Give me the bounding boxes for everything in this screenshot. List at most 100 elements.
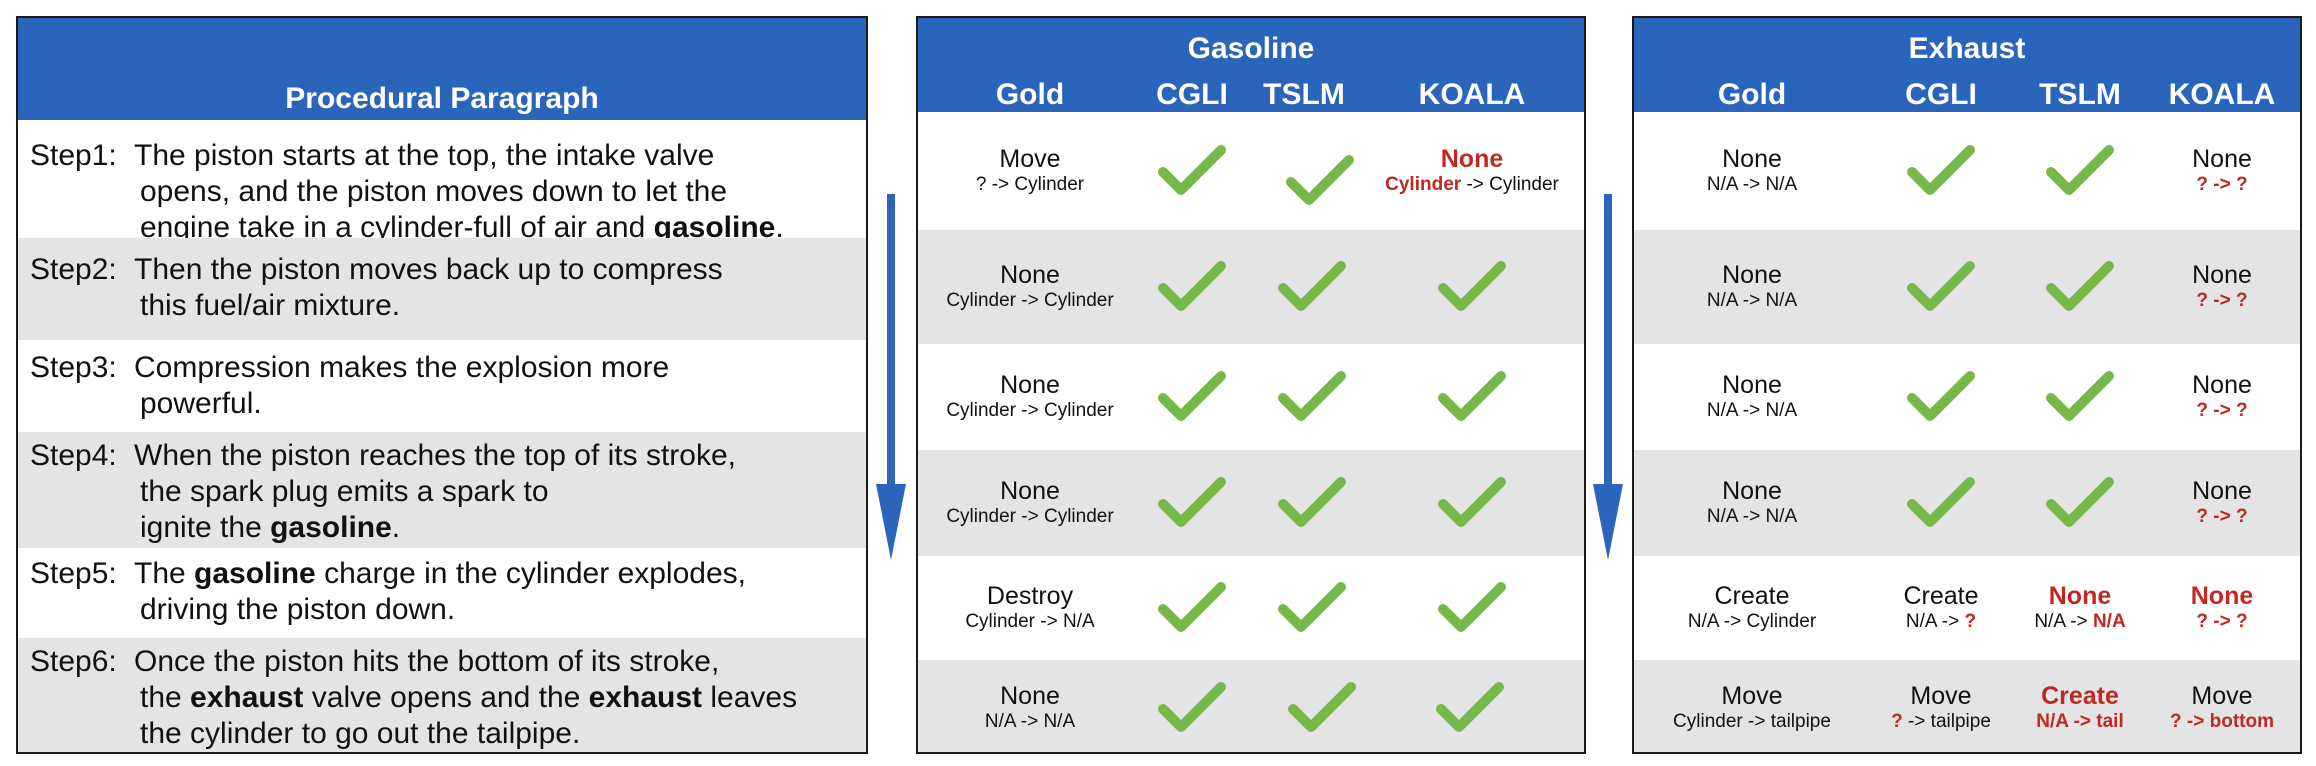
step-line: Once the piston hits the bottom of its s…: [134, 645, 720, 678]
cell-transition: N/A -> N/A: [1706, 174, 1798, 195]
cell-transition: N/A -> N/A: [1706, 290, 1798, 311]
cell-koala: None? -> ?: [2192, 261, 2252, 313]
cell-transition: Cylinder -> tailpipe: [1673, 711, 1831, 732]
cell-gold: None N/A -> N/A: [1707, 371, 1797, 423]
cell-state: Move: [2191, 682, 2253, 710]
cell-koala: None? -> ?: [2191, 582, 2254, 634]
cell-state: Create: [1714, 582, 1790, 610]
cell-gold: Create N/A -> Cylinder: [1688, 582, 1816, 634]
cell-transition: ? -> ?: [2196, 611, 2248, 632]
down-arrow-icon: [1593, 194, 1623, 560]
cell-transition: ? -> tailpipe: [1891, 711, 1991, 732]
step-line: ignite the gasoline.: [140, 511, 401, 544]
table-row: None Cylinder -> Cylinder: [918, 450, 1584, 556]
table-row: Create N/A -> Cylinder Create N/A -> ? None N…: [1634, 556, 2300, 660]
check-icon: [1157, 368, 1227, 426]
step-line: When the piston reaches the top of its s…: [134, 439, 736, 472]
step-2: Step2: Then the piston moves back up to c…: [18, 238, 866, 340]
check-icon: [1906, 474, 1976, 532]
cell-transition: ? -> ?: [2196, 290, 2248, 311]
cell-transition: N/A -> Cylinder: [1687, 611, 1817, 632]
check-icon: [1906, 258, 1976, 316]
cell-state: None: [1722, 477, 1782, 505]
step-line: this fuel/air mixture.: [140, 289, 401, 322]
column-header-koala: KOALA: [2168, 78, 2276, 111]
cell-gold: None N/A -> N/A: [985, 682, 1075, 734]
cell-state: None: [2192, 477, 2252, 505]
step-1: Step1: The piston starts at the top, the …: [18, 120, 866, 244]
cell-transition: ? -> Cylinder: [975, 174, 1085, 195]
check-icon: [1157, 258, 1227, 316]
cell-state: Create: [1903, 582, 1979, 610]
cell-gold: None N/A -> N/A: [1707, 477, 1797, 529]
table-row: None N/A -> N/A: [918, 660, 1584, 752]
cell-koala: None? -> ?: [2192, 145, 2252, 197]
cell-state: None: [1722, 145, 1782, 173]
check-icon: [1435, 679, 1505, 737]
exhaust-title: Exhaust: [1908, 32, 2026, 65]
cell-transition: N/A -> N/A: [1706, 400, 1798, 421]
step-text: When the piston reaches the top of its s…: [134, 438, 860, 546]
step-label: Step4:: [30, 439, 117, 472]
cell-transition: ? -> bottom: [2170, 711, 2274, 732]
check-icon: [1437, 258, 1507, 316]
cell-transition: N/A -> tail: [2036, 711, 2124, 732]
cell-transition: Cylinder -> Cylinder: [946, 400, 1114, 421]
procedural-paragraph-title: Procedural Paragraph: [18, 18, 866, 120]
down-arrow-icon: [876, 194, 906, 560]
check-icon: [2045, 474, 2115, 532]
step-label: Step2:: [30, 253, 117, 286]
cell-state: Move: [1910, 682, 1972, 710]
step-text: Then the piston moves back up to compres…: [134, 252, 860, 324]
step-line: opens, and the piston moves down to let …: [140, 175, 728, 208]
cell-transition: Cylinder -> Cylinder: [1385, 174, 1559, 195]
cell-transition: ? -> ?: [2196, 506, 2248, 527]
table-row: Move Cylinder -> tailpipe Move? -> tailpip…: [1634, 660, 2300, 752]
cell-state: None: [2192, 371, 2252, 399]
step-line: powerful.: [140, 387, 262, 420]
step-label: Step6:: [30, 645, 117, 678]
cell-state: Create: [2041, 682, 2119, 710]
step-label: Step1:: [30, 139, 117, 172]
step-text: Once the piston hits the bottom of its s…: [134, 644, 860, 752]
check-icon: [1157, 679, 1227, 737]
step-line: driving the piston down.: [140, 593, 456, 626]
gasoline-table-panel: Gasoline Gold CGLI TSLM KOALA Move? -> C…: [916, 16, 1586, 754]
check-icon: [1277, 474, 1347, 532]
column-header-cgli: CGLI: [1156, 78, 1228, 111]
step-label: Step3:: [30, 351, 117, 384]
column-header-koala: KOALA: [1418, 78, 1526, 111]
check-icon: [1277, 579, 1347, 637]
cell-cgli: Move? -> tailpipe: [1891, 682, 1991, 734]
cell-gold: None Cylinder -> Cylinder: [946, 371, 1113, 423]
check-icon: [2045, 142, 2115, 200]
step-text: Compression makes the explosion more powe…: [134, 350, 860, 422]
cell-state: None: [1000, 477, 1060, 505]
cell-state: None: [1722, 261, 1782, 289]
cell-koala: None Cylinder -> Cylinder: [1385, 145, 1559, 197]
cell-cgli: Create N/A -> ?: [1903, 582, 1978, 634]
step-6: Step6: Once the piston hits the bottom of…: [18, 638, 866, 752]
check-icon: [1157, 579, 1227, 637]
cell-state: None: [2048, 582, 2112, 610]
step-line: the spark plug emits a spark to: [140, 475, 549, 508]
step-line: the exhaust valve opens and the exhaust …: [140, 681, 798, 714]
table-row: Destroy Cylinder -> N/A: [918, 556, 1584, 660]
cell-state: None: [1000, 261, 1060, 289]
step-line: the cylinder to go out the tailpipe.: [140, 717, 581, 750]
column-header-gold: Gold: [1717, 78, 1787, 111]
cell-state: Move: [999, 145, 1061, 173]
cell-gold: None Cylinder -> Cylinder: [946, 261, 1113, 313]
table-row: None N/A -> N/A None? -> ?: [1634, 230, 2300, 344]
cell-koala: None? -> ?: [2192, 371, 2252, 423]
cell-gold: Move? -> Cylinder: [976, 145, 1084, 197]
check-icon: [1157, 142, 1227, 200]
check-icon: [2045, 368, 2115, 426]
step-3: Step3: Compression makes the explosion mo…: [18, 340, 866, 432]
cell-gold: Move Cylinder -> tailpipe: [1673, 682, 1831, 734]
cell-transition: ? -> ?: [2196, 174, 2248, 195]
table-row: None N/A -> N/A None? -> ?: [1634, 112, 2300, 230]
check-icon: [1437, 368, 1507, 426]
procedural-paragraph-panel: Procedural Paragraph Step1: The piston st…: [16, 16, 868, 754]
cell-state: None: [1440, 145, 1504, 173]
